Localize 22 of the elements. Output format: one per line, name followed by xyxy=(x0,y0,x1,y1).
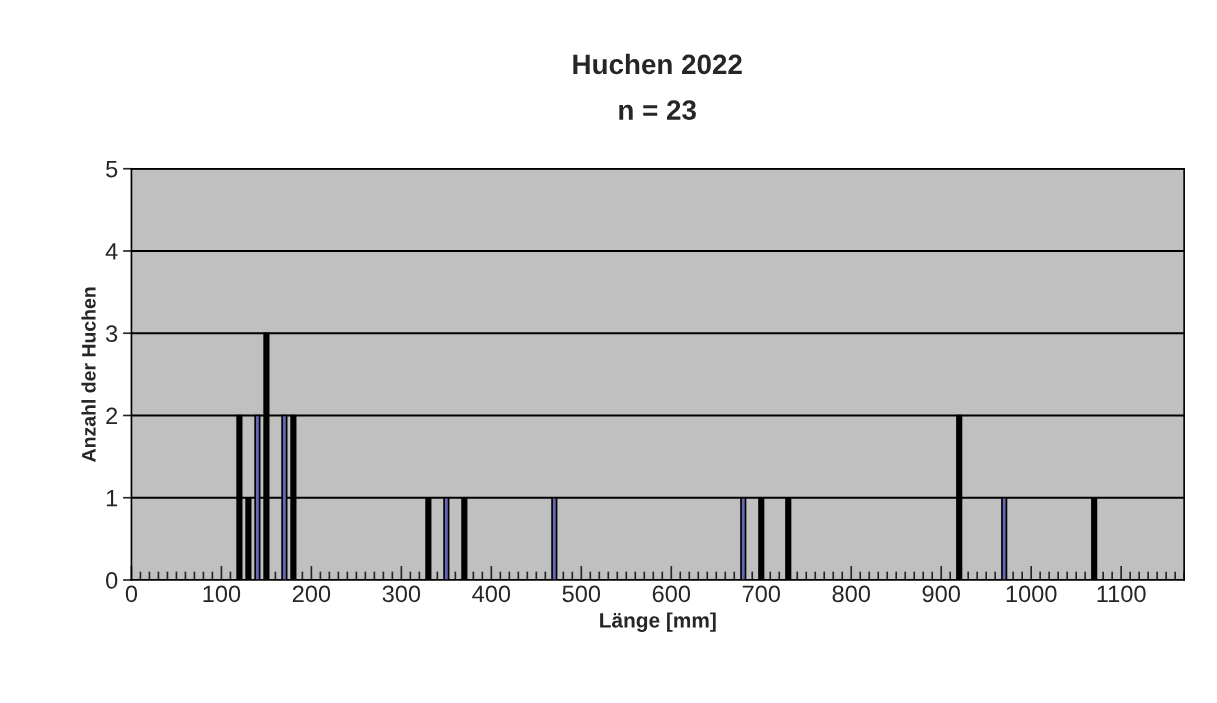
x-tick-label: 700 xyxy=(742,585,781,603)
x-tick-label: 400 xyxy=(472,585,511,603)
x-tick-label: 1000 xyxy=(1006,585,1057,603)
y-tick-label: 1 xyxy=(106,490,118,507)
x-tick-label: 0 xyxy=(125,585,138,603)
x-tick-label: 200 xyxy=(292,585,331,603)
x-tick-label: 300 xyxy=(382,585,421,603)
y-tick-label: 3 xyxy=(106,325,118,343)
chart-subtitle: n = 23 xyxy=(619,100,696,120)
y-axis-title: Anzahl der Huchen xyxy=(81,287,96,462)
x-tick-label: 1100 xyxy=(1097,585,1146,603)
chart-title: Huchen 2022 xyxy=(573,53,742,75)
x-tick-label: 500 xyxy=(562,585,601,603)
x-tick-label: 600 xyxy=(652,585,691,603)
x-tick-label: 900 xyxy=(922,585,960,603)
y-tick-label: 0 xyxy=(106,572,118,589)
x-axis-title: Länge [mm] xyxy=(600,612,716,632)
y-tick-label: 4 xyxy=(105,243,118,260)
y-tick-label: 2 xyxy=(106,407,118,425)
x-tick-label: 800 xyxy=(832,585,871,603)
x-tick-label: 100 xyxy=(203,585,241,603)
y-tick-label: 5 xyxy=(106,161,118,178)
